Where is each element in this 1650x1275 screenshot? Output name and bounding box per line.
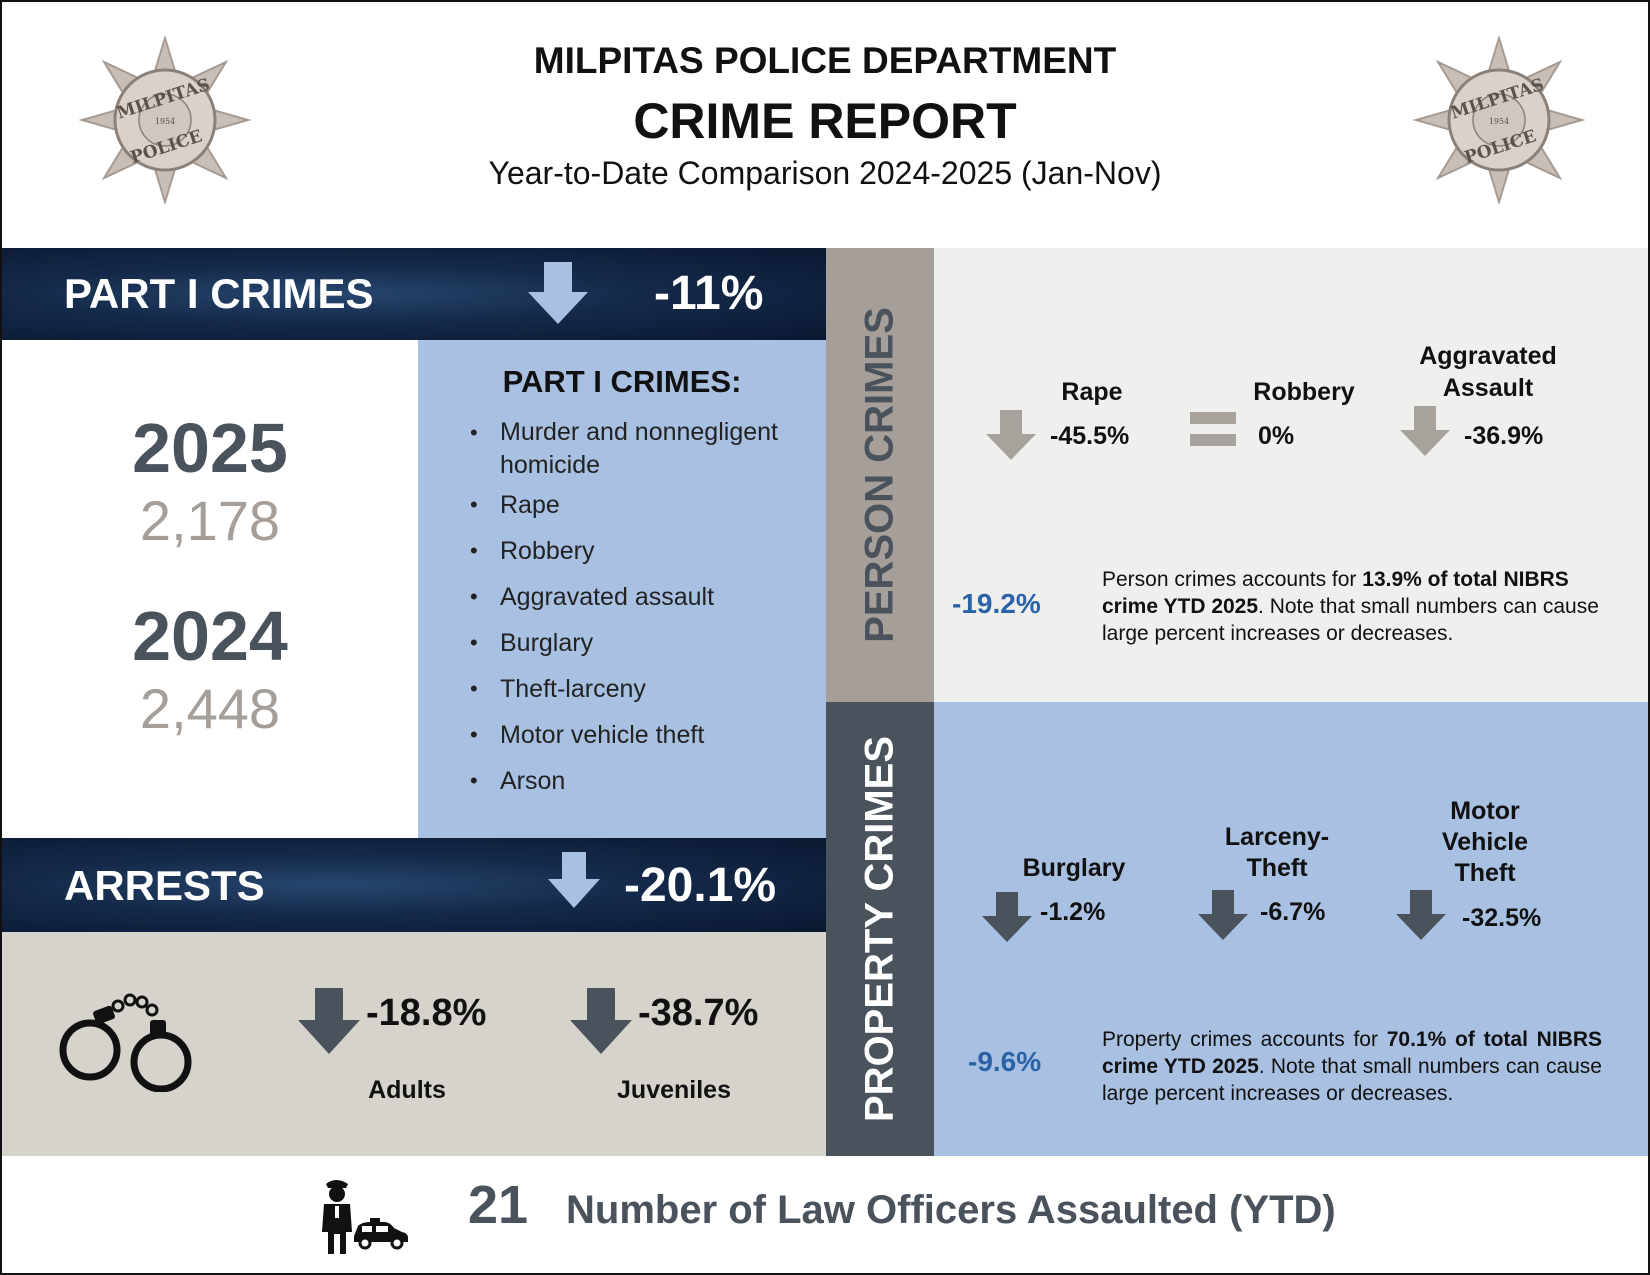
list-item: Robbery [462, 534, 812, 568]
list-item: Murder and nonnegligent homicide [462, 416, 812, 482]
burglary-down-arrow-icon [982, 892, 1032, 942]
adults-change: -18.8% [366, 992, 487, 1034]
property-crimes-description: Property crimes accounts for 70.1% of to… [1102, 1028, 1602, 1105]
aggravated-assault-down-arrow-icon [1400, 406, 1450, 456]
person-crimes-panel: Rape -45.5% Robbery 0% Aggravated Assaul… [934, 248, 1648, 702]
report-subtitle: Year-to-Date Comparison 2024-2025 (Jan-N… [488, 155, 1162, 191]
part1-crime-list: Murder and nonnegligent homicide Rape Ro… [462, 416, 812, 798]
property-crimes-side-label: PROPERTY CRIMES [857, 736, 902, 1122]
arrests-down-arrow-icon [548, 852, 600, 908]
motor-vehicle-theft-label: Motor Vehicle Theft [1441, 797, 1529, 887]
person-crimes-side-bar: PERSON CRIMES [826, 248, 934, 702]
arrests-banner-label: ARRESTS [64, 862, 265, 909]
handcuffs-icon [59, 993, 192, 1092]
rape-change: -45.5% [1050, 422, 1130, 450]
part1-banner-label: PART I CRIMES [64, 270, 374, 317]
larceny-theft-label: Larceny-Theft [1224, 823, 1330, 882]
list-item: Rape [462, 488, 812, 522]
list-item: Theft-larceny [462, 672, 812, 706]
juveniles-change: -38.7% [638, 992, 759, 1034]
list-item: Burglary [462, 626, 812, 660]
juveniles-label: Juveniles [617, 1076, 731, 1104]
year-current: 2025 [132, 409, 288, 487]
count-previous: 2,448 [139, 677, 281, 740]
person-crimes-side-label: PERSON CRIMES [857, 307, 902, 643]
part1-banner-change: -11% [654, 267, 764, 320]
aggravated-assault-label: Aggravated Assault [1419, 342, 1557, 402]
rape-down-arrow-icon [986, 410, 1036, 460]
larceny-theft-change: -6.7% [1260, 898, 1326, 926]
property-crimes-panel: Burglary -1.2% Larceny-Theft -6.7% Motor… [934, 702, 1648, 1156]
officers-assaulted-label: Number of Law Officers Assaulted (YTD) [566, 1188, 1336, 1232]
arrests-banner: ARRESTS -20.1% [2, 838, 826, 932]
count-current: 2,178 [139, 489, 281, 552]
svg-text:1954: 1954 [1489, 117, 1509, 126]
person-crimes-total-change: -19.2% [952, 588, 1041, 619]
motor-vehicle-theft-down-arrow-icon [1396, 890, 1446, 940]
robbery-change: 0% [1258, 422, 1295, 450]
officer-with-police-car-icon [322, 1180, 408, 1254]
larceny-theft-down-arrow-icon [1198, 890, 1248, 940]
year-comparison-panel: 2025 2,178 2024 2,448 [2, 340, 418, 838]
robbery-label: Robbery [1253, 378, 1355, 406]
part1-list-panel: PART I CRIMES: Murder and nonnegligent h… [418, 340, 826, 838]
police-badge-right-icon: MILPITAS 1954 POLICE [1412, 34, 1586, 204]
motor-vehicle-theft-change: -32.5% [1462, 904, 1542, 932]
property-crimes-total-change: -9.6% [968, 1046, 1042, 1077]
list-item: Aggravated assault [462, 580, 812, 614]
person-crimes-description: Person crimes accounts for 13.9% of tota… [1102, 568, 1599, 645]
list-item: Arson [462, 764, 812, 798]
part1-down-arrow-icon [528, 262, 588, 324]
arrests-banner-change: -20.1% [624, 859, 777, 912]
list-item: Motor vehicle theft [462, 718, 812, 752]
police-badge-left-icon: MILPITAS 1954 POLICE [78, 34, 252, 204]
svg-text:1954: 1954 [155, 117, 175, 126]
property-crimes-side-bar: PROPERTY CRIMES [826, 702, 934, 1156]
arrests-panel: -18.8% Adults -38.7% Juveniles [2, 932, 826, 1156]
robbery-equal-icon [1190, 412, 1236, 446]
report-title: CRIME REPORT [633, 93, 1017, 149]
burglary-change: -1.2% [1040, 898, 1106, 926]
adults-down-arrow-icon [298, 988, 360, 1054]
rape-label: Rape [1061, 378, 1123, 406]
aggravated-assault-change: -36.9% [1464, 422, 1544, 450]
burglary-label: Burglary [1022, 854, 1126, 882]
officers-assaulted-count: 21 [468, 1175, 529, 1235]
part1-banner: PART I CRIMES -11% [2, 248, 826, 340]
part1-list-title: PART I CRIMES: [502, 364, 742, 399]
department-name: MILPITAS POLICE DEPARTMENT [533, 40, 1117, 81]
year-previous: 2024 [132, 597, 288, 675]
adults-label: Adults [368, 1076, 446, 1104]
juveniles-down-arrow-icon [570, 988, 632, 1054]
